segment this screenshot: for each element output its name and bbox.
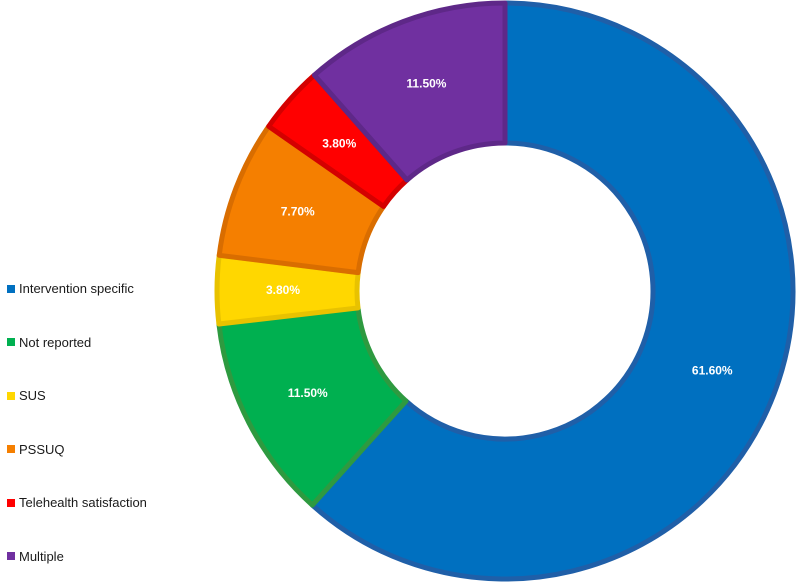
- legend-swatch-not-reported: [7, 338, 15, 347]
- legend-label-pssuq: PSSUQ: [19, 441, 65, 457]
- chart-legend: Intervention specific Not reported SUS P…: [7, 262, 147, 582]
- slice-label-telehealth-satisfaction: 3.80%: [322, 136, 356, 150]
- slice-label-intervention-specific: 61.60%: [692, 364, 733, 378]
- slice-label-pssuq: 7.70%: [281, 204, 315, 218]
- slice-label-multiple: 11.50%: [406, 76, 446, 90]
- slice-intervention-specific: [309, 0, 796, 582]
- legend-swatch-pssuq: [7, 445, 15, 454]
- legend-label-not-reported: Not reported: [19, 334, 92, 350]
- legend-swatch-intervention-specific: [7, 284, 15, 293]
- legend-swatch-multiple: [7, 552, 15, 561]
- legend-item-multiple: Multiple: [7, 530, 147, 582]
- legend-item-not-reported: Not reported: [7, 316, 147, 370]
- legend-item-intervention-specific: Intervention specific: [7, 262, 147, 316]
- legend-item-pssuq: PSSUQ: [7, 423, 147, 477]
- slice-label-sus: 3.80%: [266, 283, 300, 297]
- legend-swatch-telehealth-satisfaction: [7, 498, 15, 507]
- legend-label-multiple: Multiple: [19, 548, 64, 564]
- legend-label-intervention-specific: Intervention specific: [19, 281, 134, 297]
- donut-slice-labels: 61.60% 11.50% 3.80% 7.70% 3.80% 11.50%: [266, 76, 733, 399]
- slice-label-not-reported: 11.50%: [288, 386, 328, 400]
- legend-label-sus: SUS: [19, 388, 46, 404]
- legend-item-telehealth-satisfaction: Telehealth satisfaction: [7, 476, 147, 530]
- legend-swatch-sus: [7, 391, 15, 400]
- legend-label-telehealth-satisfaction: Telehealth satisfaction: [19, 495, 147, 511]
- donut-slices: [214, 0, 796, 582]
- legend-item-sus: SUS: [7, 369, 147, 423]
- slice-multiple: [311, 0, 508, 183]
